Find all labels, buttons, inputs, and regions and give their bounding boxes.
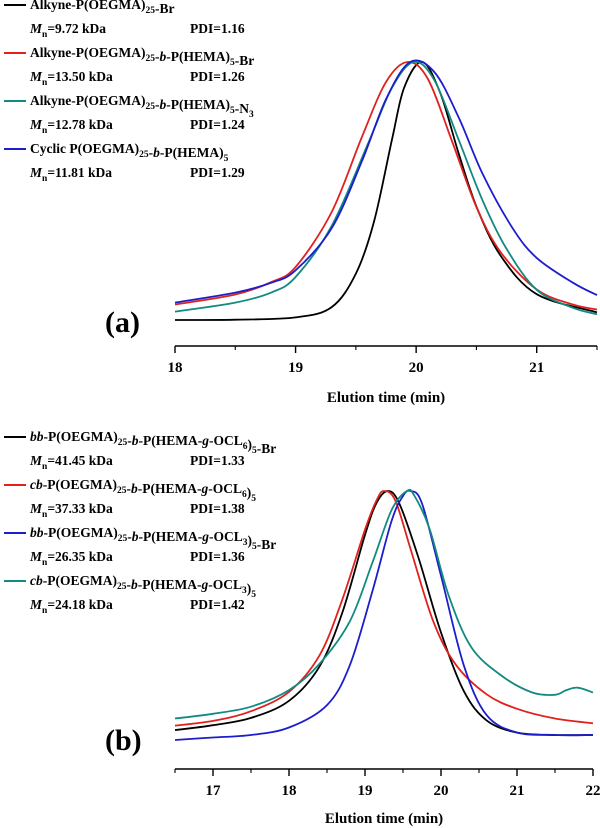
legend-entry: Alkyne-P(OEGMA)25-Br Mn=9.72 kDa PDI=1.16	[4, 0, 245, 40]
x-tick-label: 21	[529, 360, 544, 376]
legend-pdi: PDI=1.16	[190, 21, 245, 36]
legend-series-name: Alkyne-P(OEGMA)25-b-P(HEMA)5-N3	[30, 93, 254, 120]
panel-b: 17 18 19 20 21 22 Elution time (min) (b) bb-P(OE…	[4, 429, 600, 827]
series-line-2	[174, 490, 594, 727]
x-tick-label: 19	[288, 360, 303, 376]
legend-entry: cb-P(OEGMA)25-b-P(HEMA-g-OCL3)5Mn=24.18 …	[4, 573, 256, 616]
legend-pdi: PDI=1.42	[190, 597, 245, 612]
series-line-4	[174, 59, 598, 304]
legend-series-name: Alkyne-P(OEGMA)25-Br	[30, 0, 175, 16]
legend-pdi: PDI=1.24	[190, 117, 245, 132]
series-line-4	[174, 488, 594, 720]
x-axis-title: Elution time (min)	[325, 811, 443, 827]
legend-entry: bb-P(OEGMA)25-b-P(HEMA-g-OCL3)5-BrMn=26.…	[4, 525, 276, 568]
legend-pdi: PDI=1.38	[190, 501, 245, 516]
legend-series-name: cb-P(OEGMA)25-b-P(HEMA-g-OCL3)5	[30, 573, 256, 600]
x-tick-label: 17	[206, 783, 222, 799]
legend-series-name: bb-P(OEGMA)25-b-P(HEMA-g-OCL6)5-Br	[30, 429, 276, 456]
panel-label: (a)	[105, 306, 140, 339]
legend-mn: Mn=13.50 kDa	[29, 69, 113, 88]
legend-series-name: Cyclic P(OEGMA)25-b-P(HEMA)5	[30, 141, 229, 164]
x-tick-label: 22	[586, 783, 600, 799]
x-axis-title: Elution time (min)	[327, 390, 445, 406]
x-tick-label: 18	[282, 783, 297, 799]
legend-entry: bb-P(OEGMA)25-b-P(HEMA-g-OCL6)5-BrMn=41.…	[4, 429, 276, 472]
legend-mn: Mn=26.35 kDa	[29, 549, 113, 568]
legend-series-name: Alkyne-P(OEGMA)25-b-P(HEMA)5-Br	[30, 45, 254, 68]
legend-mn: Mn=24.18 kDa	[29, 597, 113, 616]
legend-entry: Alkyne-P(OEGMA)25-b-P(HEMA)5-N3Mn=12.78 …	[4, 93, 254, 136]
legend-series-name: cb-P(OEGMA)25-b-P(HEMA-g-OCL6)5	[30, 477, 256, 504]
x-tick-label: 21	[510, 783, 525, 799]
legend-pdi: PDI=1.33	[190, 453, 245, 468]
series-line-3	[174, 489, 594, 741]
legend-mn: Mn=9.72 kDa	[29, 21, 106, 40]
legend-pdi: PDI=1.36	[190, 549, 245, 564]
legend-mn: Mn=41.45 kDa	[29, 453, 113, 472]
legend-series-name: bb-P(OEGMA)25-b-P(HEMA-g-OCL3)5-Br	[30, 525, 276, 552]
legend-pdi: PDI=1.26	[190, 69, 245, 84]
legend-pdi: PDI=1.29	[190, 165, 245, 180]
legend-mn: Mn=37.33 kDa	[29, 501, 113, 520]
panel-label: (b)	[105, 724, 142, 757]
legend-mn: Mn=12.78 kDa	[29, 117, 113, 136]
series-line-2	[174, 61, 598, 311]
series-line-3	[174, 60, 598, 316]
legend-entry: Cyclic P(OEGMA)25-b-P(HEMA)5Mn=11.81 kDa…	[4, 141, 245, 184]
series-line-1	[174, 61, 598, 321]
legend-mn: Mn=11.81 kDa	[29, 165, 112, 184]
x-tick-label: 20	[434, 783, 449, 799]
panel-a: 18 19 20 21 Elution time (min) (a) Alkyne-P(OE…	[4, 0, 598, 406]
x-tick-label: 19	[358, 783, 373, 799]
x-tick-label: 20	[409, 360, 424, 376]
x-tick-label: 18	[168, 360, 183, 376]
legend-entry: cb-P(OEGMA)25-b-P(HEMA-g-OCL6)5Mn=37.33 …	[4, 477, 256, 520]
legend-entry: Alkyne-P(OEGMA)25-b-P(HEMA)5-BrMn=13.50 …	[4, 45, 254, 88]
